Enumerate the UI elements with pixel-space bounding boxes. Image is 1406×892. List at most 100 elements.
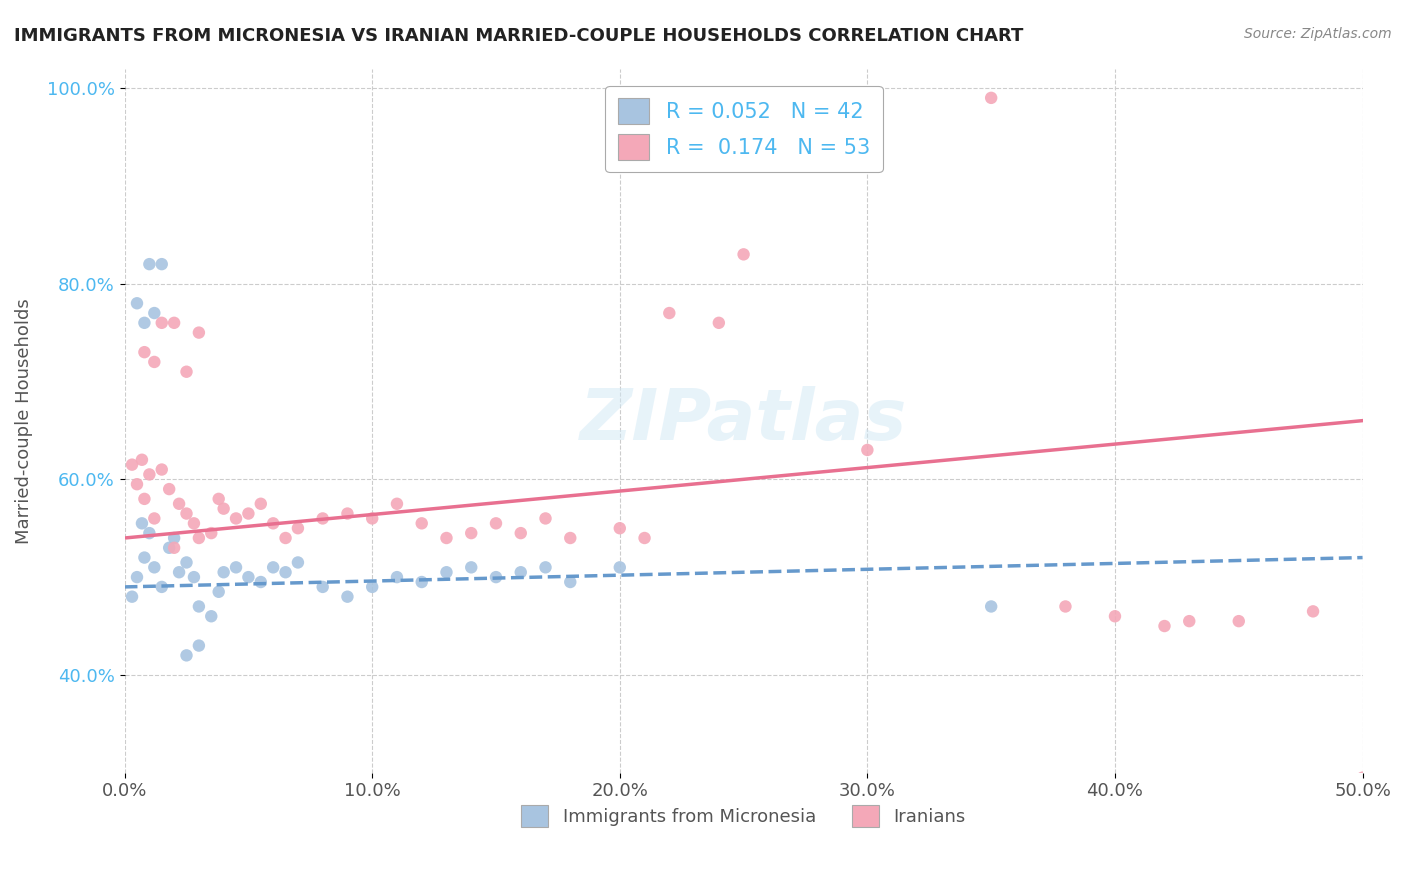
Point [138,467,160,482]
Point [1153,619,1175,633]
Point [131,452,153,467]
Point [187,639,209,653]
Point [485,570,508,584]
Point [134,491,156,506]
Point [134,550,156,565]
Y-axis label: Married-couple Households: Married-couple Households [15,298,32,543]
Point [560,531,582,545]
Point [150,580,173,594]
Point [225,511,247,525]
Point [176,648,198,663]
Point [1302,604,1324,618]
Point [287,556,309,570]
Point [336,507,359,521]
Point [361,511,384,525]
Point [121,458,143,472]
Point [509,526,531,541]
Point [157,482,180,496]
Point [212,566,235,580]
Point [150,257,173,271]
Point [385,497,408,511]
Point [163,541,186,555]
Point [658,306,681,320]
Point [143,306,166,320]
Point [187,326,209,340]
Point [176,556,198,570]
Point [633,531,655,545]
Point [212,501,235,516]
Point [509,566,531,580]
Point [125,296,148,310]
Point [485,516,508,531]
Point [238,507,260,521]
Point [385,570,408,584]
Point [138,257,160,271]
Point [187,599,209,614]
Point [274,531,297,545]
Point [225,560,247,574]
Text: IMMIGRANTS FROM MICRONESIA VS IRANIAN MARRIED-COUPLE HOUSEHOLDS CORRELATION CHAR: IMMIGRANTS FROM MICRONESIA VS IRANIAN MA… [14,27,1024,45]
Point [980,91,1002,105]
Point [176,365,198,379]
Point [534,511,557,525]
Point [125,477,148,491]
Point [609,521,631,535]
Point [131,516,153,531]
Point [200,609,222,624]
Point [249,497,271,511]
Point [167,497,190,511]
Point [163,531,186,545]
Point [187,531,209,545]
Point [980,599,1002,614]
Point [200,526,222,541]
Point [460,526,482,541]
Point [1178,614,1201,628]
Point [361,580,384,594]
Point [460,560,482,574]
Point [125,570,148,584]
Text: Source: ZipAtlas.com: Source: ZipAtlas.com [1244,27,1392,41]
Point [176,507,198,521]
Point [150,316,173,330]
Point [238,570,260,584]
Point [167,566,190,580]
Point [436,566,458,580]
Point [183,570,205,584]
Point [157,541,180,555]
Point [336,590,359,604]
Point [312,511,335,525]
Point [1104,609,1126,624]
Point [560,574,582,589]
Point [534,560,557,574]
Point [707,316,730,330]
Point [208,491,231,506]
Point [856,442,879,457]
Point [609,560,631,574]
Point [262,516,284,531]
Point [138,526,160,541]
Point [183,516,205,531]
Point [411,516,433,531]
Text: ZIPatlas: ZIPatlas [579,386,907,455]
Point [143,511,166,525]
Point [143,560,166,574]
Legend: Immigrants from Micronesia, Iranians: Immigrants from Micronesia, Iranians [515,797,973,834]
Point [143,355,166,369]
Point [274,566,297,580]
Point [287,521,309,535]
Point [121,590,143,604]
Point [1351,771,1374,785]
Point [312,580,335,594]
Point [208,584,231,599]
Point [163,316,186,330]
Point [262,560,284,574]
Point [1054,599,1077,614]
Point [733,247,755,261]
Point [1227,614,1250,628]
Point [150,462,173,476]
Point [249,574,271,589]
Point [134,316,156,330]
Point [134,345,156,359]
Point [411,574,433,589]
Point [436,531,458,545]
